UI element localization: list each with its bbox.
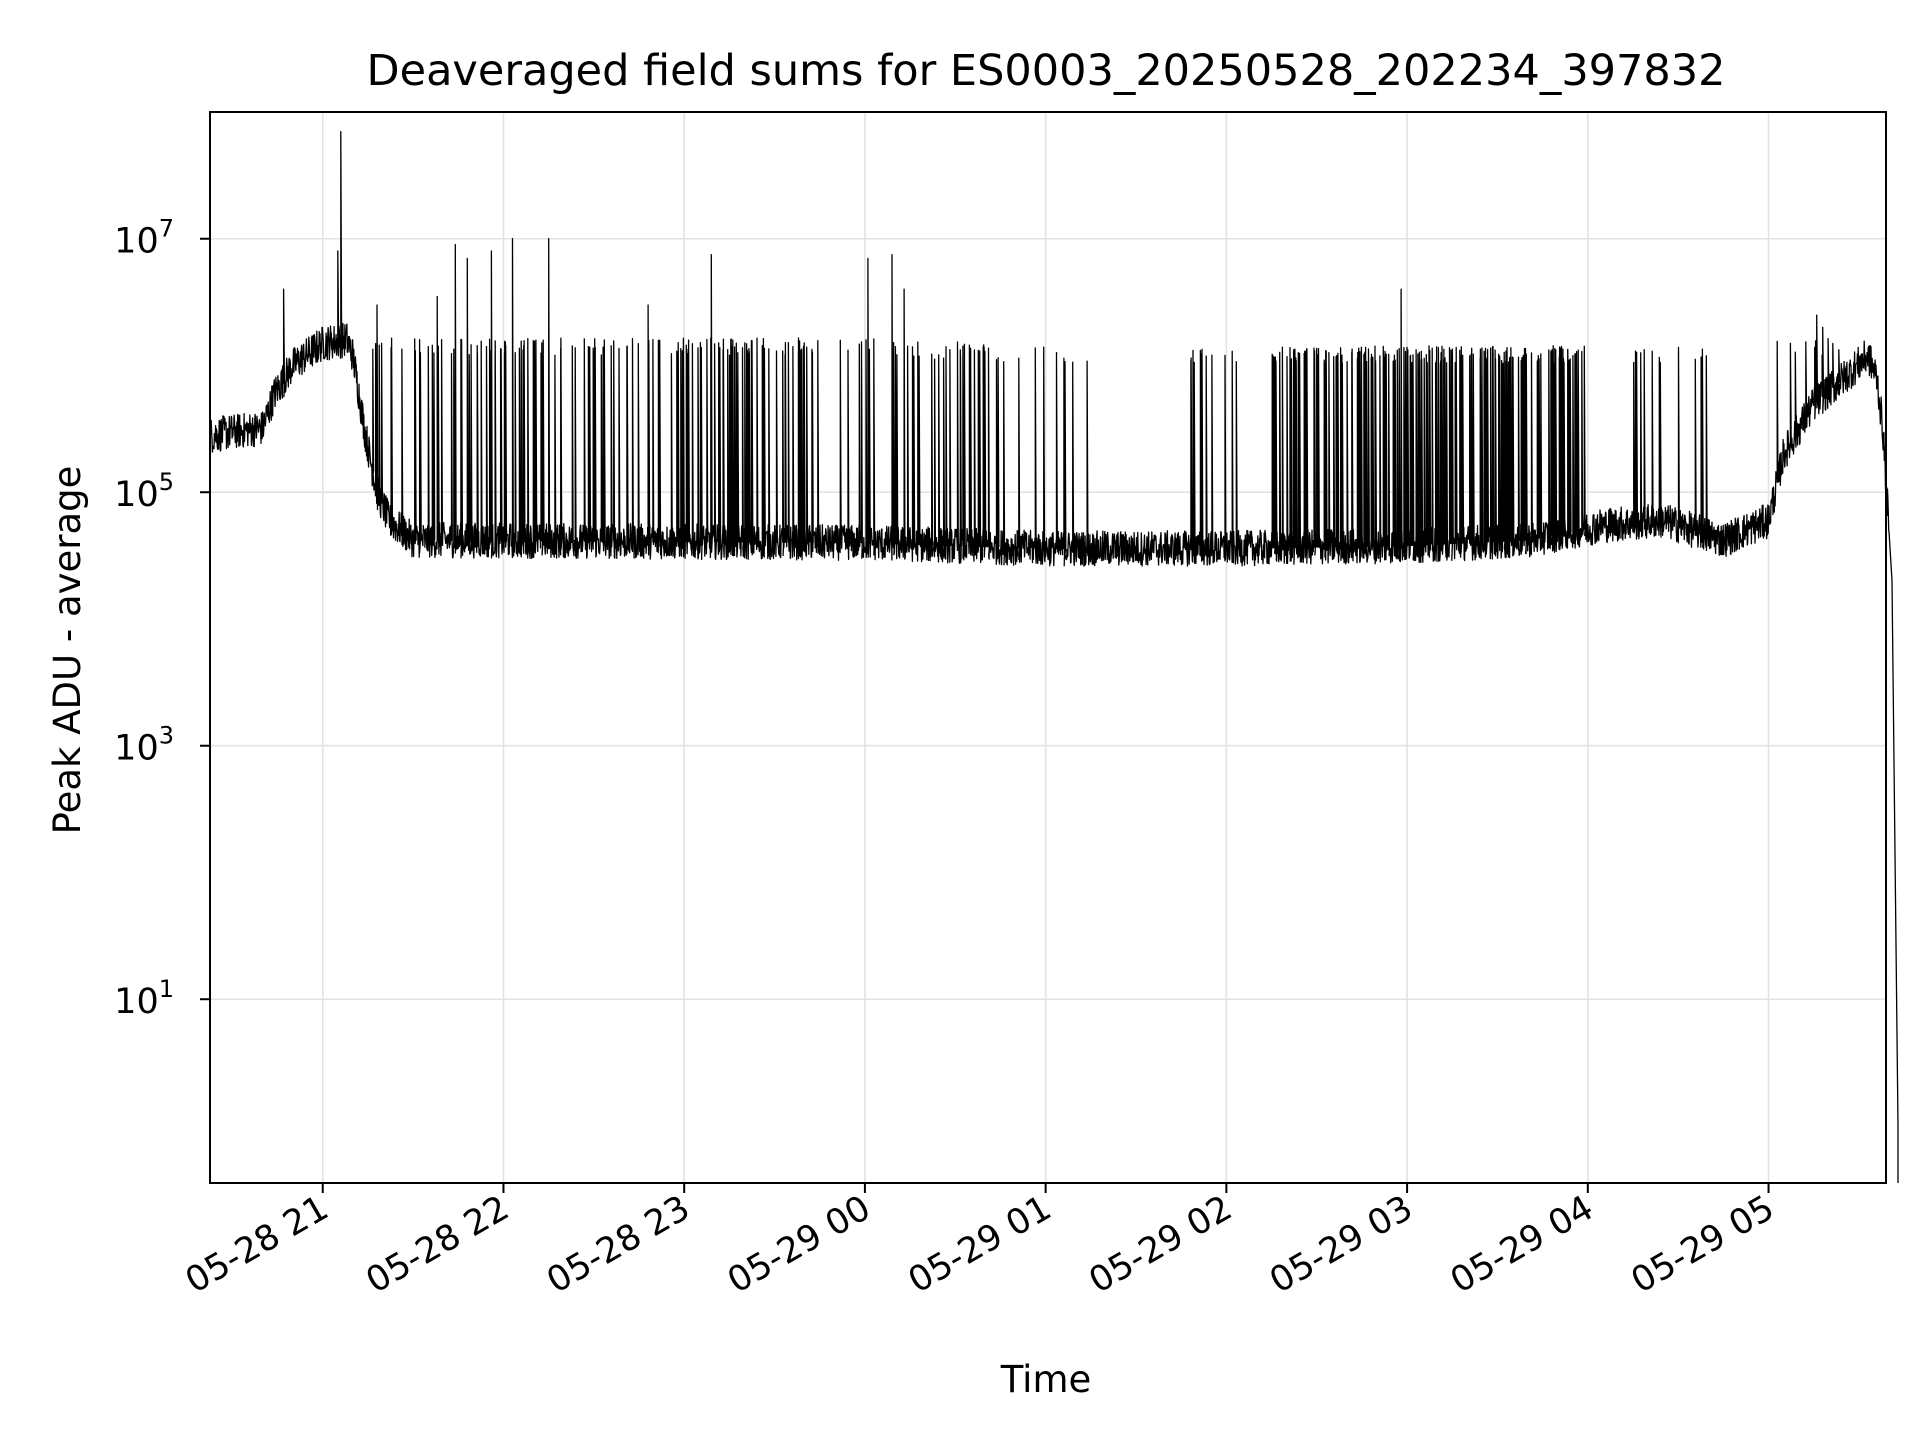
y-tick-exponent: 7 — [159, 215, 174, 243]
series-line — [209, 130, 1899, 1183]
chart-title: Deaveraged field sums for ES0003_2025052… — [367, 46, 1726, 96]
x-axis-label: Time — [1000, 1358, 1092, 1401]
y-tick-exponent: 1 — [159, 975, 174, 1003]
y-tick-exponent: 3 — [159, 722, 174, 750]
y-tick-label: 103 — [114, 722, 174, 769]
series — [209, 130, 1899, 1183]
y-tick-label: 105 — [114, 468, 174, 515]
y-tick-label: 101 — [114, 975, 174, 1022]
y-tick-base: 10 — [114, 982, 159, 1022]
y-tick-base: 10 — [114, 475, 159, 515]
y-tick-base: 10 — [114, 222, 159, 262]
grid — [210, 112, 1886, 1183]
y-axis-label: Peak ADU - average — [46, 466, 89, 835]
axes-frame — [209, 111, 1887, 1184]
y-tick-label: 107 — [114, 215, 174, 262]
y-tick-exponent: 5 — [159, 468, 174, 496]
y-tick-base: 10 — [114, 729, 159, 769]
